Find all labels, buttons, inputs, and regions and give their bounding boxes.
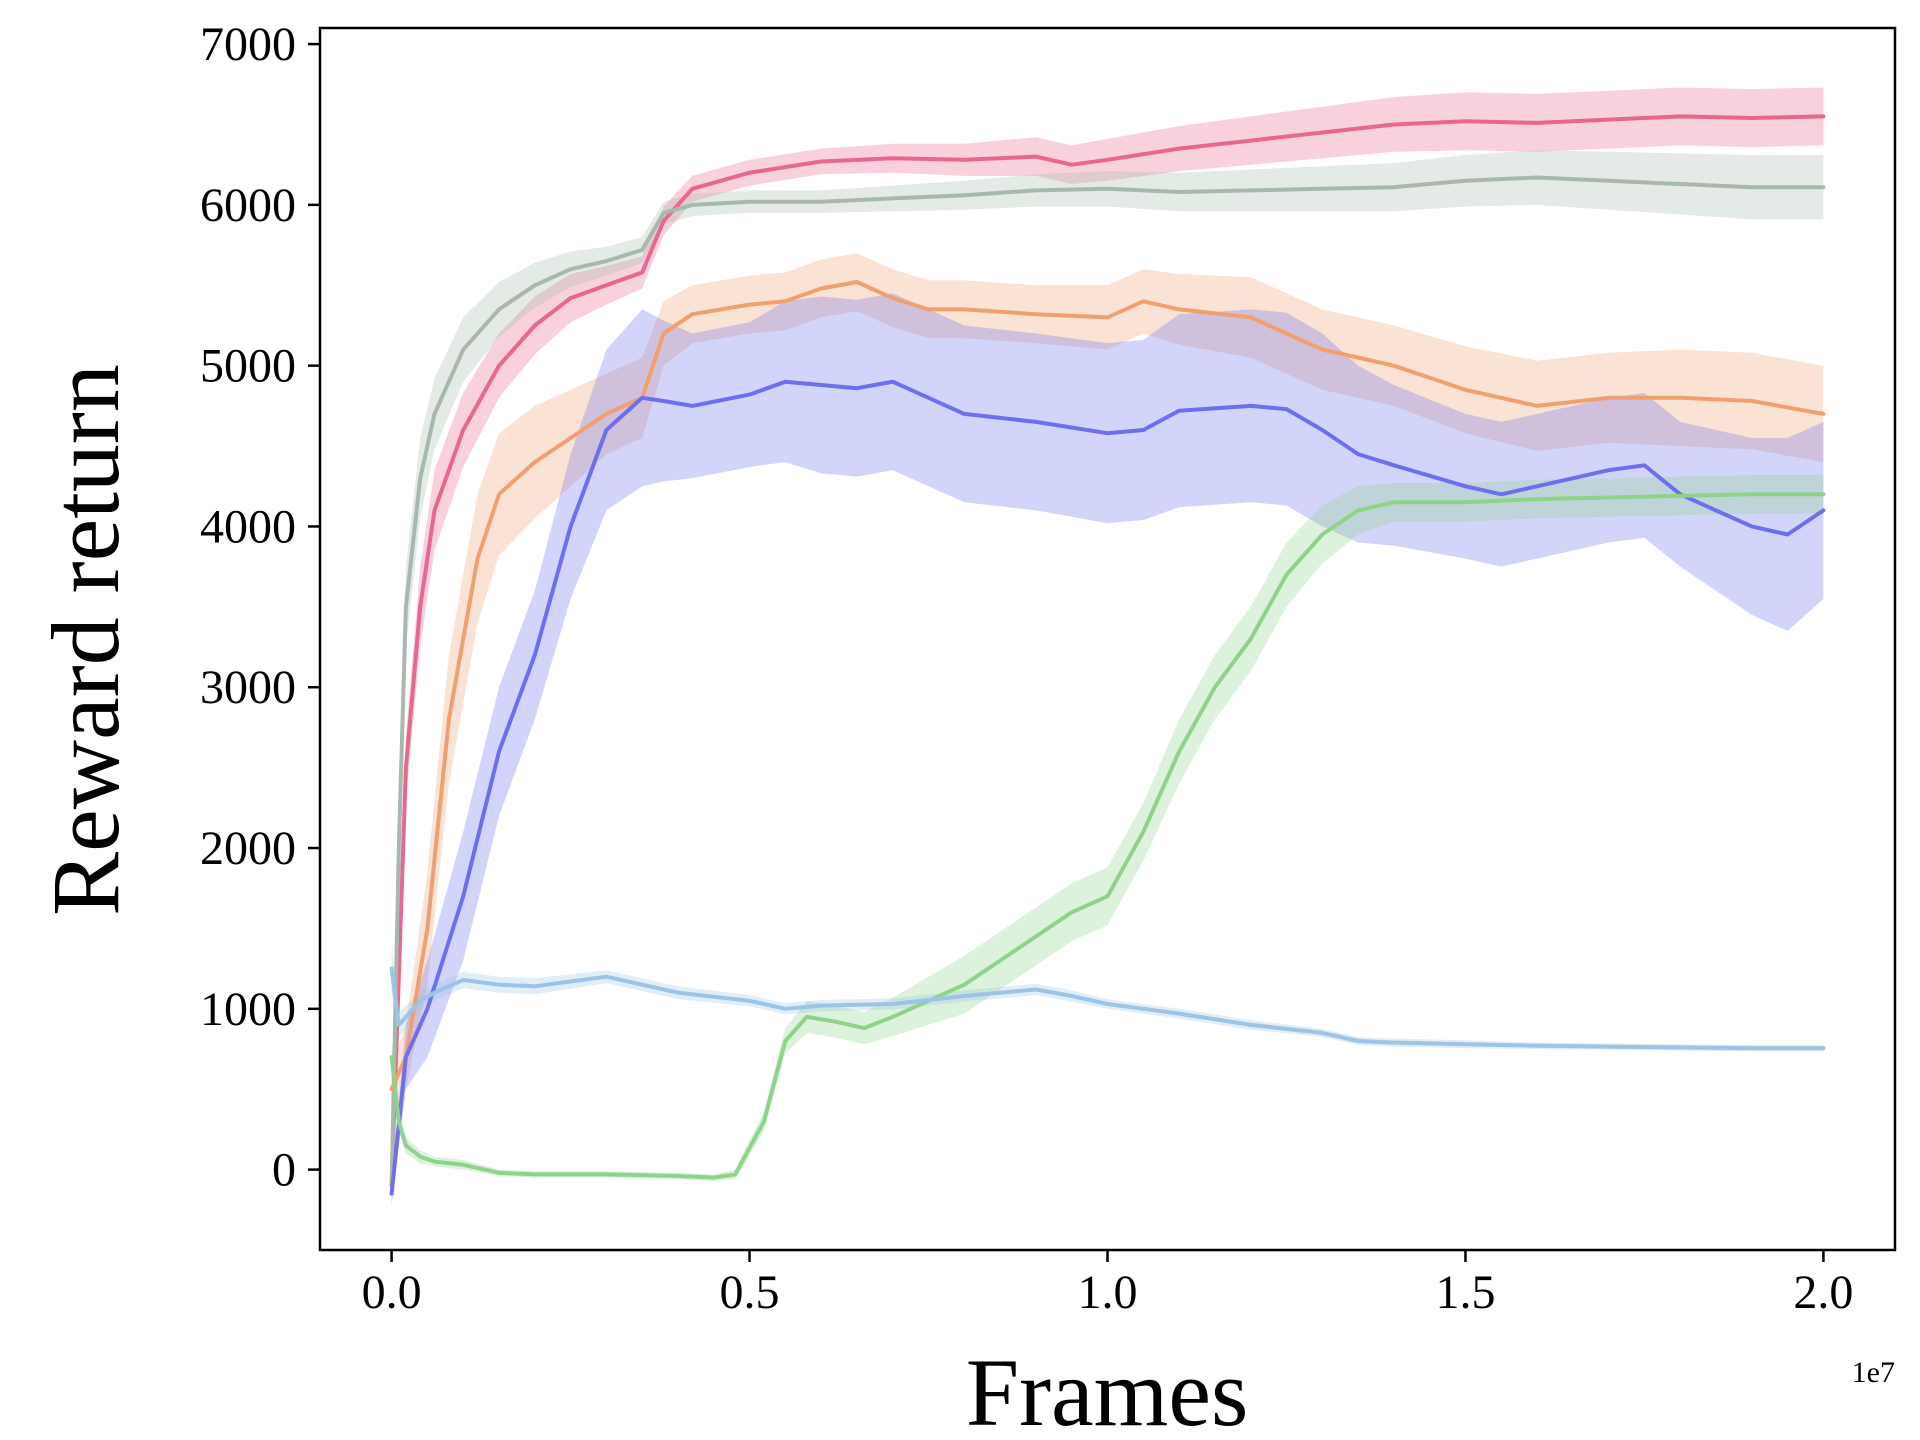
- series-line-blue: [389, 379, 1826, 1196]
- series-line-light-blue: [389, 966, 1826, 1051]
- x-tick-label: 1.5: [1435, 1266, 1495, 1319]
- y-tick-label: 6000: [200, 179, 296, 232]
- x-axis-label: Frames: [966, 1339, 1249, 1440]
- series-line-orange: [389, 280, 1826, 1092]
- confidence-bands: [391, 87, 1824, 1207]
- y-tick-label: 4000: [200, 500, 296, 553]
- x-axis-ticks: 0.0 0.5 1.0 1.5 2.0: [362, 1250, 1853, 1319]
- series-line-pink: [389, 114, 1826, 1188]
- x-tick-label: 0.0: [362, 1266, 422, 1319]
- y-tick-label: 1000: [200, 983, 296, 1036]
- y-axis-ticks: 0 1000 2000 3000 4000 5000 6000 7000: [200, 18, 320, 1197]
- y-tick-label: 7000: [200, 18, 296, 71]
- x-tick-label: 2.0: [1793, 1266, 1853, 1319]
- y-tick-label: 3000: [200, 661, 296, 714]
- y-tick-label: 2000: [200, 822, 296, 875]
- series-line-green: [389, 492, 1826, 1180]
- band-blue: [391, 293, 1824, 1207]
- band-light-blue: [391, 944, 1824, 1052]
- y-tick-label: 5000: [200, 340, 296, 393]
- band-green: [391, 475, 1824, 1181]
- x-tick-label: 1.0: [1078, 1266, 1138, 1319]
- series-lines: [389, 114, 1826, 1196]
- x-offset-label: 1e7: [1852, 1356, 1895, 1389]
- y-tick-label: 0: [272, 1144, 296, 1197]
- series-line-gray: [389, 175, 1826, 1188]
- y-axis-label: Reward return: [32, 364, 139, 916]
- x-tick-label: 0.5: [720, 1266, 780, 1319]
